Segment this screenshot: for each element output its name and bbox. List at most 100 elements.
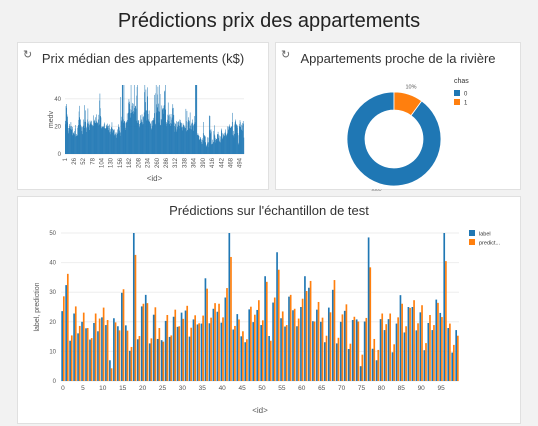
- bar: [234, 133, 235, 154]
- bar-prediction: [293, 308, 296, 381]
- bar: [227, 133, 228, 154]
- bar: [241, 130, 243, 154]
- bar-prediction: [369, 267, 372, 381]
- bar-prediction: [170, 335, 173, 381]
- bar: [167, 114, 169, 154]
- bar: [140, 121, 142, 154]
- bar: [243, 123, 244, 154]
- bar: [160, 125, 161, 154]
- bar: [194, 122, 196, 154]
- bar-prediction: [118, 330, 121, 381]
- x-tick-label: 364: [192, 157, 198, 168]
- x-tick-label: 468: [229, 157, 235, 168]
- bar: [148, 110, 150, 154]
- x-tick-label: 1: [63, 157, 69, 161]
- bar: [178, 122, 180, 154]
- bar-label: [280, 318, 282, 381]
- bar-label: [89, 339, 91, 381]
- refresh-icon[interactable]: ↻: [281, 49, 291, 61]
- bar: [109, 124, 110, 154]
- x-tick-label: 95: [437, 385, 445, 392]
- bar: [100, 116, 101, 154]
- bar: [69, 125, 71, 154]
- bar: [214, 125, 215, 154]
- bar: [159, 85, 160, 154]
- bar: [242, 121, 244, 154]
- bar: [214, 137, 216, 154]
- bar-label: [220, 322, 223, 381]
- bar: [132, 111, 134, 154]
- bar: [65, 124, 66, 154]
- bar-prediction: [250, 306, 252, 381]
- bar-prediction: [301, 298, 304, 381]
- bar: [110, 127, 112, 154]
- bar-label: [244, 342, 247, 381]
- bar: [170, 122, 171, 154]
- bar: [79, 105, 80, 154]
- x-axis-label: <id>: [147, 174, 163, 183]
- bar: [75, 133, 77, 154]
- bar: [99, 93, 101, 154]
- bar: [68, 133, 70, 154]
- bar: [150, 121, 152, 154]
- bar: [234, 124, 235, 154]
- bar: [224, 131, 226, 154]
- refresh-icon[interactable]: ↻: [23, 49, 33, 61]
- bar: [153, 119, 155, 154]
- bar: [151, 129, 152, 154]
- bar: [136, 120, 137, 154]
- bar: [203, 140, 205, 154]
- bar-label: [399, 295, 402, 381]
- bar: [81, 134, 83, 154]
- bar-label: [212, 308, 215, 381]
- bar: [218, 137, 220, 154]
- bar: [116, 132, 118, 154]
- bar-prediction: [357, 321, 360, 381]
- x-tick-label: 0: [61, 385, 65, 392]
- bar: [202, 133, 204, 154]
- bar: [122, 85, 123, 154]
- bar: [202, 139, 203, 154]
- bar-label: [144, 294, 147, 381]
- bar: [73, 132, 74, 154]
- bar: [201, 143, 203, 154]
- bar: [96, 121, 97, 154]
- x-tick-label: 416: [210, 157, 216, 168]
- bar-prediction: [106, 320, 109, 381]
- bar: [161, 109, 163, 154]
- bar: [185, 128, 186, 154]
- bar: [223, 136, 224, 154]
- bar: [115, 135, 116, 154]
- bar: [86, 123, 88, 154]
- bar: [231, 121, 233, 154]
- bar: [114, 129, 115, 154]
- bar: [80, 124, 82, 154]
- bar-prediction: [289, 294, 292, 381]
- bar: [99, 100, 100, 154]
- bar-prediction: [405, 326, 407, 381]
- bar: [204, 136, 205, 154]
- bar: [179, 128, 180, 154]
- bar-label: [65, 285, 67, 381]
- bar: [154, 113, 155, 154]
- bar: [205, 142, 206, 154]
- bar: [236, 127, 238, 154]
- bar: [121, 85, 123, 154]
- bar-label: [443, 233, 446, 381]
- bar: [107, 127, 108, 154]
- x-tick-label: 156: [118, 157, 124, 168]
- bar: [82, 127, 83, 154]
- bar: [139, 123, 141, 154]
- bar: [225, 134, 227, 154]
- bar: [167, 119, 168, 154]
- bar: [92, 125, 93, 154]
- bar: [65, 106, 67, 154]
- bar: [138, 126, 140, 154]
- bar-label: [292, 310, 294, 381]
- bar: [237, 133, 239, 154]
- bar-prediction: [226, 288, 228, 381]
- bar: [123, 122, 124, 154]
- x-tick-label: 75: [358, 385, 366, 392]
- bar: [97, 122, 99, 154]
- bar-label: [140, 306, 143, 381]
